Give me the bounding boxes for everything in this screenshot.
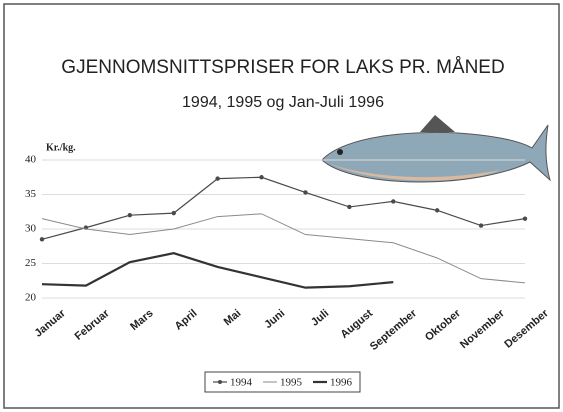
fish-illustration: [321, 115, 551, 183]
point: [522, 216, 528, 221]
series-line: [41, 176, 526, 240]
series-line: [41, 252, 394, 289]
legend-label: 1996: [330, 377, 353, 389]
series-line: [41, 213, 526, 284]
legend-box: [204, 371, 361, 393]
legend-label: 1994: [230, 377, 253, 389]
y-tick-label: 40: [25, 154, 37, 166]
point: [127, 213, 133, 218]
chart-subtitle: 1994, 1995 og Jan-Juli 1996: [182, 94, 384, 111]
y-tick-label: 35: [25, 188, 37, 200]
point: [347, 204, 352, 210]
point: [303, 190, 308, 195]
y-tick-label: 25: [25, 257, 37, 269]
point: [434, 208, 440, 213]
chart-title: GJENNOMSNITTSPRISER FOR LAKS PR. MÅNED: [61, 57, 504, 78]
point: [478, 223, 484, 228]
y-axis-label: Kr./kg.: [46, 142, 76, 153]
point: [39, 237, 45, 242]
legend-marker: [218, 380, 222, 384]
legend-label: 1995: [280, 377, 303, 389]
point: [259, 175, 264, 180]
frame: [3, 3, 560, 409]
point: [171, 210, 176, 216]
point: [391, 199, 396, 204]
point: [215, 176, 220, 181]
y-tick-label: 20: [25, 292, 37, 304]
y-tick-label: 30: [25, 223, 37, 235]
